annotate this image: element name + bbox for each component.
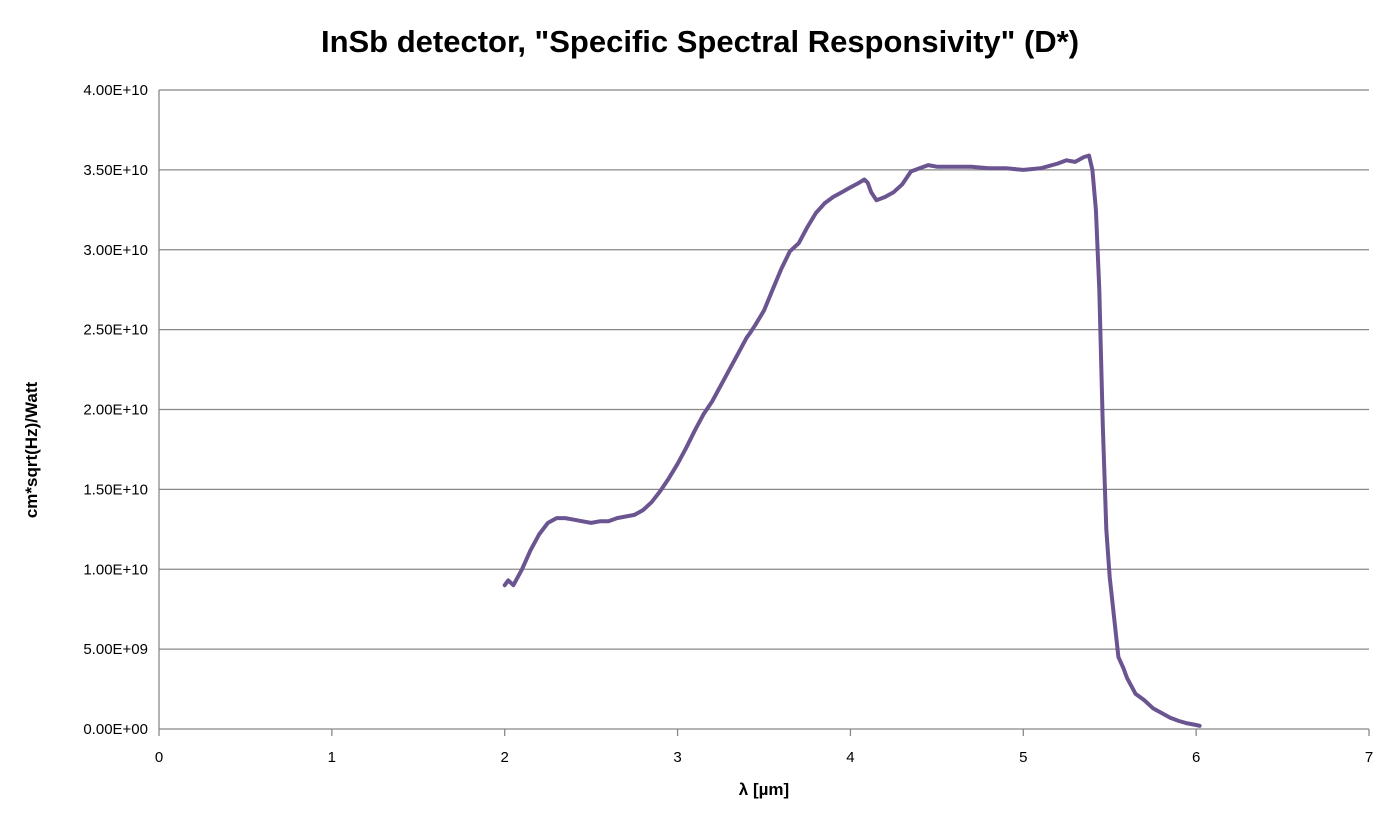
series-group xyxy=(502,153,1202,728)
x-tick-label: 2 xyxy=(501,749,509,766)
x-tick-label: 5 xyxy=(1019,749,1027,766)
x-axis-ticks: 0 1 2 3 4 5 6 7 xyxy=(155,729,1373,766)
series-line xyxy=(502,153,1202,728)
y-tick-label: 5.00E+09 xyxy=(83,641,148,658)
x-tick-label: 0 xyxy=(155,749,163,766)
axes xyxy=(158,90,1369,730)
x-tick-label: 1 xyxy=(328,749,336,766)
x-axis-label: λ [µm] xyxy=(739,780,789,799)
x-tick-label: 7 xyxy=(1365,749,1373,766)
y-axis-label: cm*sqrt(Hz)/Watt xyxy=(22,382,41,519)
gridlines xyxy=(159,89,1369,650)
y-tick-label: 4.00E+10 xyxy=(83,82,148,99)
y-tick-label: 1.50E+10 xyxy=(83,481,148,498)
y-tick-label: 2.00E+10 xyxy=(83,402,148,419)
y-tick-label: 3.00E+10 xyxy=(83,242,148,259)
y-tick-label: 0.00E+00 xyxy=(83,721,148,738)
y-axis-ticks: 0.00E+00 5.00E+09 1.00E+10 1.50E+10 2.00E+10… xyxy=(83,82,148,738)
x-tick-label: 4 xyxy=(846,749,854,766)
chart-title: InSb detector, "Specific Spectral Respon… xyxy=(321,24,1079,59)
x-tick-label: 3 xyxy=(673,749,681,766)
y-tick-label: 3.50E+10 xyxy=(83,162,148,179)
x-tick-label: 6 xyxy=(1192,749,1200,766)
y-tick-label: 1.00E+10 xyxy=(83,561,148,578)
y-tick-label: 2.50E+10 xyxy=(83,322,148,339)
